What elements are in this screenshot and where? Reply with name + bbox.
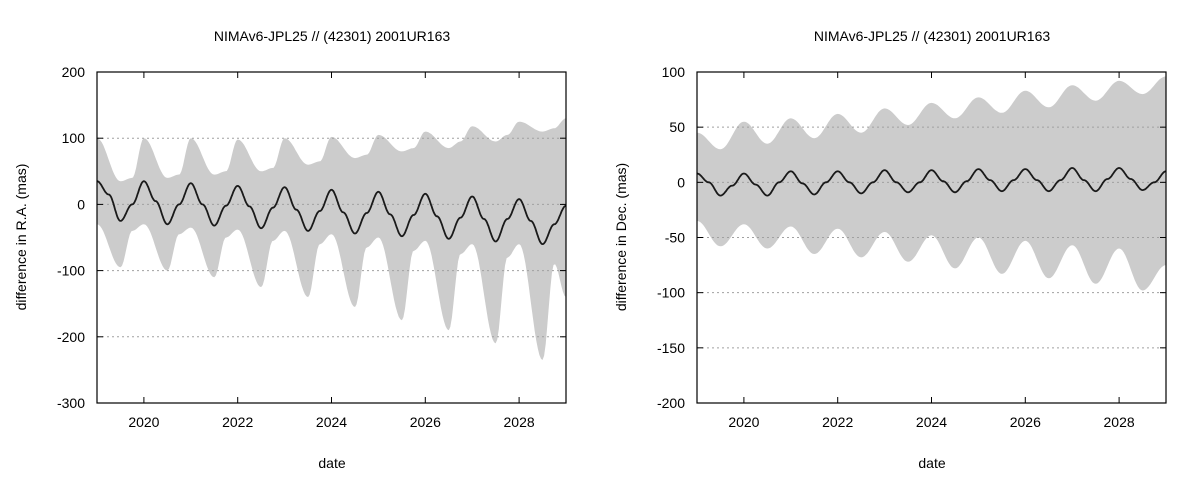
dec-x-tick-label-2: 2024 xyxy=(916,414,947,430)
ra-x-tick-label-0: 2020 xyxy=(128,414,159,430)
ra-panel: NIMAv6-JPL25 // (42301) 2001UR163 date d… xyxy=(13,28,567,471)
dec-x-tick-label-0: 2020 xyxy=(728,414,759,430)
dec-x-tick-label-4: 2028 xyxy=(1104,414,1135,430)
dec-y-tick-label-4: 0 xyxy=(677,174,685,190)
dec-chart-title: NIMAv6-JPL25 // (42301) 2001UR163 xyxy=(814,28,1051,44)
dec-y-tick-label-6: 100 xyxy=(662,64,686,80)
dec-y-axis-label: difference in Dec. (mas) xyxy=(613,163,629,311)
ra-x-tick-label-3: 2026 xyxy=(410,414,441,430)
ra-x-tick-label-4: 2028 xyxy=(504,414,535,430)
ra-mean-line xyxy=(96,180,567,246)
ra-y-axis-label: difference in R.A. (mas) xyxy=(13,164,29,311)
dec-y-tick-label-5: 50 xyxy=(669,119,685,135)
ra-y-tick-label-5: 200 xyxy=(62,64,86,80)
dec-y-tick-label-3: -50 xyxy=(665,230,685,246)
dec-x-tick-label-3: 2026 xyxy=(1010,414,1041,430)
dec-panel: NIMAv6-JPL25 // (42301) 2001UR163 date d… xyxy=(613,28,1167,471)
ra-y-tick-label-3: 0 xyxy=(77,196,85,212)
ra-x-axis-label: date xyxy=(318,455,345,471)
ra-uncertainty-band xyxy=(97,118,566,360)
dec-mean-line xyxy=(697,167,1167,197)
ra-y-tick-label-0: -300 xyxy=(57,395,85,411)
ra-x-tick-label-1: 2022 xyxy=(222,414,253,430)
ra-y-tick-label-2: -100 xyxy=(57,263,85,279)
ra-y-tick-label-1: -200 xyxy=(57,329,85,345)
ra-x-tick-label-2: 2024 xyxy=(316,414,347,430)
dec-x-axis-label: date xyxy=(918,455,945,471)
dec-x-tick-label-1: 2022 xyxy=(822,414,853,430)
dec-y-tick-label-1: -150 xyxy=(657,340,685,356)
ra-chart-title: NIMAv6-JPL25 // (42301) 2001UR163 xyxy=(214,28,451,44)
ra-y-tick-label-4: 100 xyxy=(62,130,86,146)
dec-y-tick-label-2: -100 xyxy=(657,285,685,301)
dec-uncertainty-band xyxy=(697,76,1166,291)
dec-y-tick-label-0: -200 xyxy=(657,395,685,411)
